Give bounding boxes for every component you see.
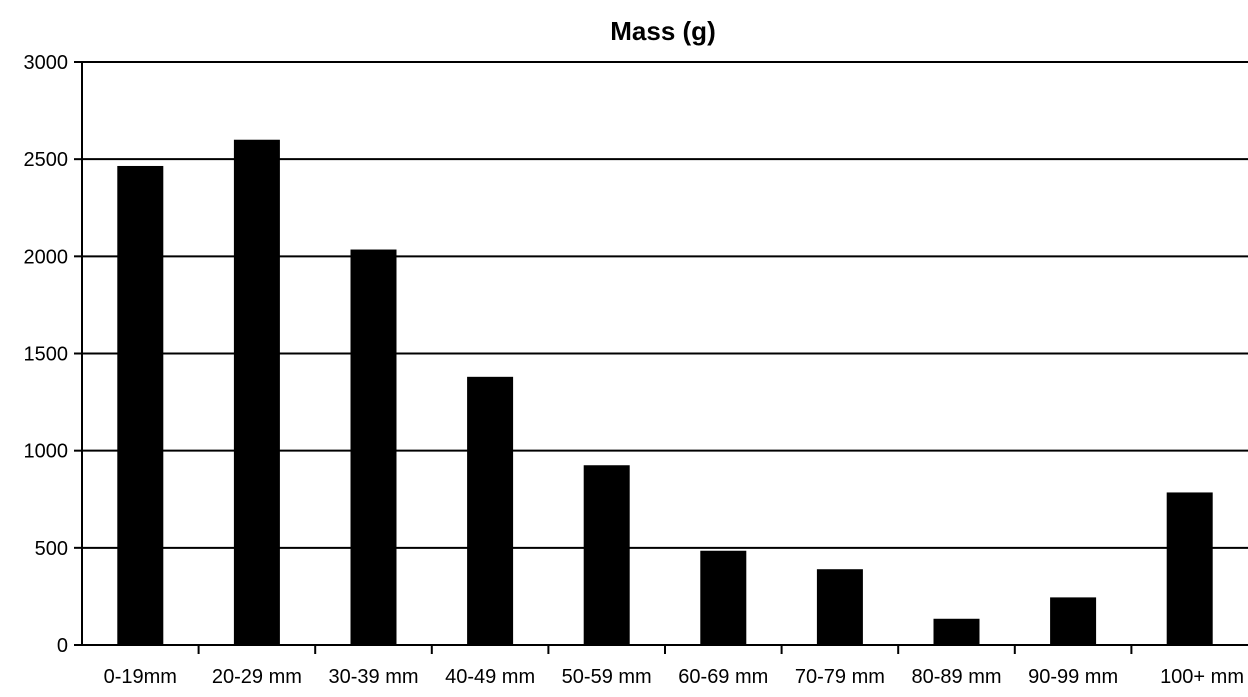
bar	[350, 249, 397, 645]
bar	[700, 550, 747, 645]
x-tick-label: 90-99 mm	[1028, 666, 1118, 688]
x-tick-label: 50-59 mm	[562, 666, 652, 688]
y-tick-label: 2000	[24, 246, 69, 268]
x-tick-label: 70-79 mm	[795, 666, 885, 688]
bar	[816, 569, 863, 645]
bar	[1050, 597, 1097, 645]
x-tick-label: 0-19mm	[104, 666, 177, 688]
bars	[117, 139, 1213, 646]
bar	[933, 618, 980, 645]
bar	[117, 165, 164, 646]
x-tick-label: 60-69 mm	[678, 666, 768, 688]
x-axis-tick-labels: 0-19mm 20-29 mm 30-39 mm 40-49 mm 50-59 mm 60…	[104, 645, 1244, 688]
y-tick-label: 0	[57, 635, 68, 657]
bar	[467, 376, 514, 645]
y-tick-label: 2500	[24, 149, 69, 171]
x-tick-label: 100+ mm	[1160, 666, 1244, 688]
bar	[1166, 492, 1213, 645]
y-axis-tick-labels: 0 500 1000 1500 2000 2500 3000	[24, 52, 82, 657]
chart-title: Mass (g)	[610, 16, 715, 46]
y-tick-label: 1500	[24, 344, 69, 366]
x-tick-label: 80-89 mm	[911, 666, 1001, 688]
x-tick-label: 20-29 mm	[212, 666, 302, 688]
x-tick-label: 30-39 mm	[328, 666, 418, 688]
y-tick-label: 3000	[24, 52, 69, 74]
bar	[233, 139, 280, 645]
y-tick-label: 500	[35, 538, 68, 560]
x-tick-label: 40-49 mm	[445, 666, 535, 688]
bar	[583, 465, 630, 645]
y-tick-label: 1000	[24, 441, 69, 463]
